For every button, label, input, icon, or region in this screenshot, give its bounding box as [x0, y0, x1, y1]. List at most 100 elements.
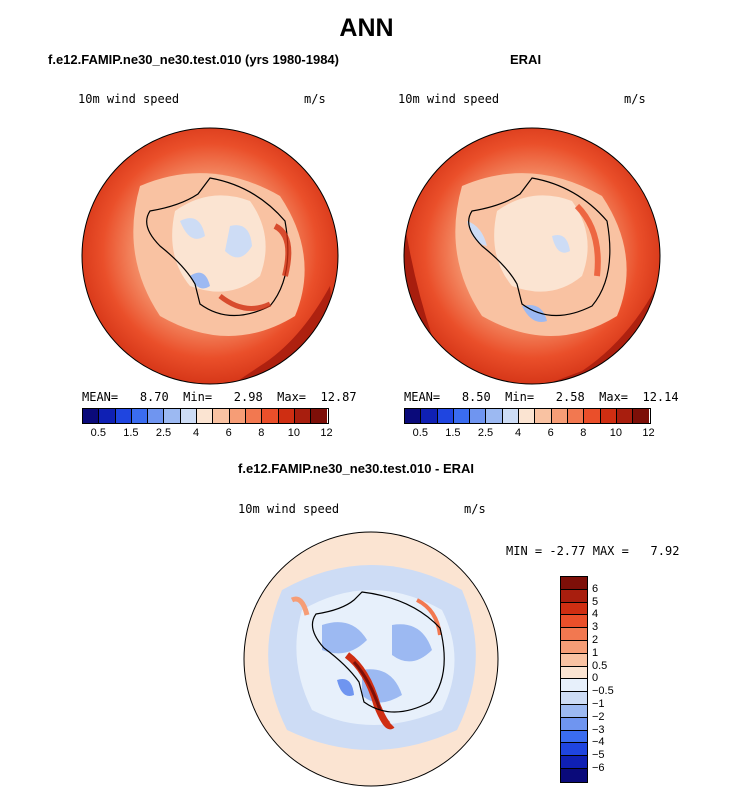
obs-case-title: ERAI	[510, 52, 542, 67]
obs-colorbar-box	[567, 409, 585, 423]
diff-colorbar-label: 5	[592, 595, 599, 608]
model-colorbar-box	[262, 409, 279, 423]
diff-colorbar-label: 0.5	[592, 659, 608, 672]
model-colorbar-box	[164, 409, 181, 423]
diff-colorbar-box	[561, 628, 587, 641]
model-colorbar: 0.5 1.5 2.5 4 6 8 10 12	[82, 408, 333, 439]
obs-colorbar-box	[437, 409, 454, 423]
obs-max-label: Max=	[599, 390, 629, 404]
obs-stats: MEAN= 8.50 Min= 2.58 Max= 12.14	[404, 390, 679, 404]
model-colorbar-label: 12	[320, 427, 333, 439]
model-colorbar-box	[131, 409, 149, 423]
model-case-title: f.e12.FAMIP.ne30_ne30.test.010 (yrs 1980…	[48, 52, 339, 67]
model-colorbar-box	[83, 409, 100, 423]
obs-colorbar-label: 1.5	[445, 427, 461, 439]
diff-colorbar-box	[561, 743, 587, 757]
diff-min-label: MIN =	[506, 544, 543, 558]
diff-colorbar-label: −1	[592, 698, 605, 710]
model-colorbar-box	[99, 409, 116, 423]
model-polar-map	[81, 127, 339, 385]
diff-colorbar-box	[561, 679, 587, 693]
diff-colorbar-label: 3	[592, 621, 599, 634]
model-colorbar-box	[115, 409, 132, 423]
obs-max-value: 12.14	[642, 390, 679, 404]
model-mean-value: 8.70	[139, 390, 169, 404]
diff-colorbar-box	[561, 768, 587, 782]
obs-min-value: 2.58	[555, 390, 585, 404]
obs-mean-label: MEAN=	[404, 390, 441, 404]
diff-colorbar-label: 0	[592, 672, 599, 685]
obs-colorbar-label: 8	[580, 427, 587, 439]
obs-colorbar-box	[470, 409, 487, 423]
diff-colorbar-box	[561, 666, 587, 680]
diff-colorbar-label: 1	[592, 646, 599, 659]
model-colorbar-label: 0.5	[90, 427, 106, 439]
obs-colorbar-label: 12	[642, 427, 655, 439]
diff-max-label: MAX =	[592, 544, 629, 558]
obs-colorbar-box	[421, 409, 438, 423]
model-min-label: Min=	[183, 390, 213, 404]
diff-variable-label: 10m wind speed	[238, 502, 340, 516]
diff-colorbar-box	[561, 756, 587, 769]
obs-variable-label: 10m wind speed	[398, 92, 500, 106]
diff-colorbar-box	[561, 589, 587, 603]
model-units-label: m/s	[304, 92, 326, 106]
obs-colorbar-label: 6	[547, 427, 554, 439]
obs-colorbar-box	[535, 409, 552, 423]
diff-colorbar-label: 6	[592, 582, 599, 595]
diff-min-value: -2.77	[549, 544, 586, 558]
obs-colorbar-strip	[404, 408, 651, 424]
diff-colorbar-box	[561, 730, 587, 744]
diff-colorbar-label: −6	[592, 762, 605, 774]
obs-colorbar-box	[584, 409, 601, 423]
diff-stats: MIN = -2.77 MAX = 7.92	[506, 544, 679, 558]
model-colorbar-label: 8	[258, 427, 265, 439]
model-max-value: 12.87	[320, 390, 357, 404]
obs-min-label: Min=	[505, 390, 535, 404]
diff-case-title: f.e12.FAMIP.ne30_ne30.test.010 - ERAI	[238, 461, 475, 476]
model-colorbar-label: 6	[225, 427, 232, 439]
model-colorbar-box	[294, 409, 312, 423]
obs-colorbar-box	[502, 409, 520, 423]
model-colorbar-box	[180, 409, 198, 423]
model-colorbar-strip	[82, 408, 329, 424]
model-colorbar-label: 2.5	[155, 427, 172, 439]
model-max-label: Max=	[277, 390, 307, 404]
obs-colorbar-box	[486, 409, 503, 423]
model-colorbar-box	[148, 409, 165, 423]
diff-colorbar-box	[561, 653, 587, 667]
obs-colorbar-label: 2.5	[477, 427, 494, 439]
diff-units-label: m/s	[464, 502, 486, 516]
diff-colorbar-label: −5	[592, 749, 605, 762]
obs-mean-value: 8.50	[461, 390, 491, 404]
diff-colorbar-label: 2	[592, 634, 599, 646]
diff-colorbar-strip	[560, 576, 588, 783]
diff-colorbar-label: −0.5	[592, 685, 614, 698]
model-min-value: 2.98	[233, 390, 263, 404]
diff-colorbar-label: −4	[592, 736, 605, 749]
obs-polar-map	[403, 127, 661, 385]
model-colorbar-box	[213, 409, 230, 423]
obs-colorbar-label: 10	[609, 427, 623, 439]
obs-colorbar: 0.5 1.5 2.5 4 6 8 10 12	[404, 408, 655, 439]
model-colorbar-label: 1.5	[123, 427, 139, 439]
diff-colorbar-label: −3	[592, 723, 605, 736]
model-variable-label: 10m wind speed	[78, 92, 180, 106]
diff-max-value: 7.92	[650, 544, 680, 558]
model-colorbar-box	[197, 409, 214, 423]
diff-colorbar-box	[561, 615, 587, 629]
model-colorbar-label: 4	[193, 427, 200, 439]
diff-colorbar-box	[561, 692, 587, 705]
model-colorbar-label: 10	[287, 427, 301, 439]
diff-colorbar-box	[561, 640, 587, 654]
diff-colorbar-box	[561, 577, 587, 590]
diff-polar-map	[243, 531, 499, 787]
model-colorbar-box	[278, 409, 295, 423]
model-colorbar-box	[245, 409, 263, 423]
obs-colorbar-label: 0.5	[412, 427, 428, 439]
obs-units-label: m/s	[624, 92, 646, 106]
model-colorbar-box	[311, 409, 328, 423]
obs-colorbar-label: 4	[515, 427, 522, 439]
obs-colorbar-box	[600, 409, 617, 423]
